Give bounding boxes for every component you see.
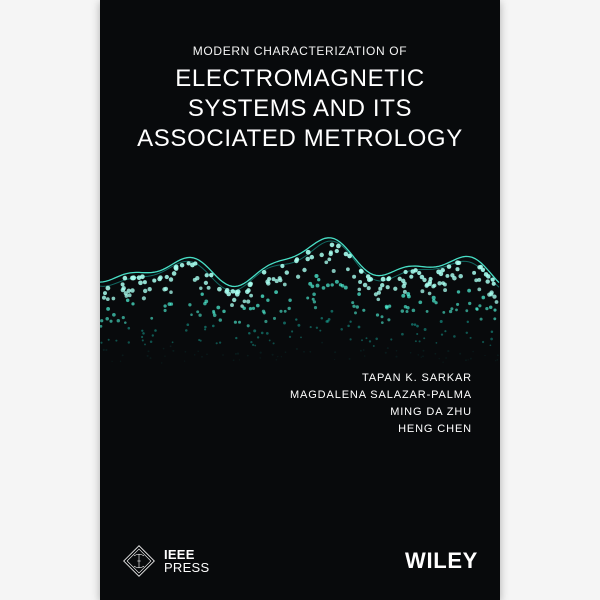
author-4: HENG CHEN [290,421,472,438]
main-title: ELECTROMAGNETIC SYSTEMS AND ITS ASSOCIAT… [100,64,500,154]
particle-wave-art [100,235,500,365]
wave-svg [100,235,500,365]
ieee-diamond-icon [122,544,156,578]
ieee-press-logo: IEEE PRESS [122,544,209,578]
book-cover: MODERN CHARACTERIZATION OF ELECTROMAGNET… [100,0,500,600]
authors-block: TAPAN K. SARKAR MAGDALENA SALAZAR-PALMA … [290,370,472,438]
title-line1: ELECTROMAGNETIC [175,65,425,92]
title-line3: ASSOCIATED METROLOGY [137,125,463,152]
ieee-text: IEEE PRESS [164,548,209,574]
ieee-label-bottom: PRESS [164,560,209,575]
title-block: MODERN CHARACTERIZATION OF ELECTROMAGNET… [100,44,500,154]
author-2: MAGDALENA SALAZAR-PALMA [290,387,472,404]
author-1: TAPAN K. SARKAR [290,370,472,387]
author-3: MING DA ZHU [290,404,472,421]
title-line2: SYSTEMS AND ITS [188,95,412,122]
wiley-logo: WILEY [405,548,478,574]
pretitle: MODERN CHARACTERIZATION OF [100,44,500,58]
